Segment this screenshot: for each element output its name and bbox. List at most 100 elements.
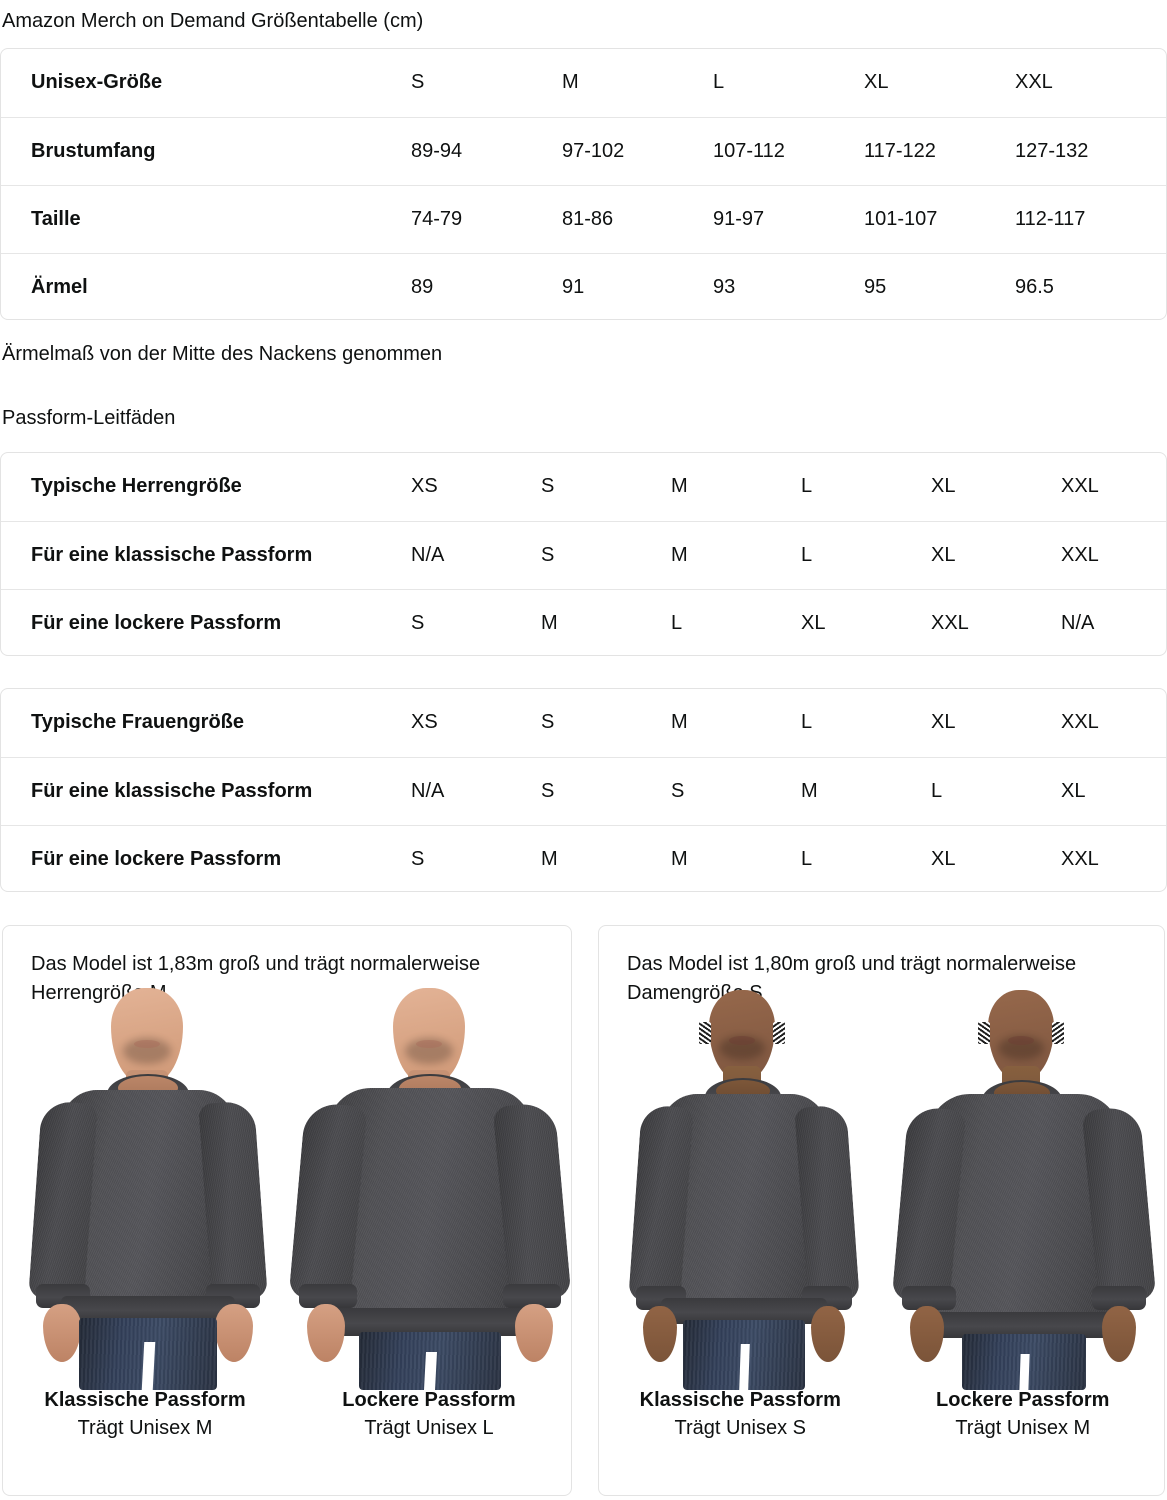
women-model-note: Das Model ist 1,80m groß und trägt norma… bbox=[627, 953, 1077, 1004]
cell: L bbox=[931, 756, 1061, 825]
male-figure-loose bbox=[287, 988, 571, 1390]
cell: XL bbox=[931, 824, 1061, 891]
model-head bbox=[709, 990, 775, 1080]
cell: 91-97 bbox=[713, 184, 864, 253]
men-classic-fit-caption: Klassische Passform Trägt Unisex M bbox=[3, 1387, 287, 1443]
male-figure-classic bbox=[3, 988, 287, 1390]
row-label: Typische Herrengröße bbox=[31, 475, 242, 498]
women-figures bbox=[599, 990, 1165, 1390]
cell: L bbox=[801, 824, 931, 891]
cell: XL bbox=[801, 588, 931, 655]
cell: N/A bbox=[411, 756, 541, 825]
cell: XS bbox=[411, 711, 438, 734]
measurement-table: Unisex-Größe S M L XL XXL Brustumfang 89… bbox=[1, 49, 1166, 319]
table-row: Ärmel 89 91 93 95 96.5 bbox=[1, 252, 1166, 319]
fit-name: Lockere Passform bbox=[342, 1389, 516, 1411]
cell: N/A bbox=[411, 520, 541, 589]
model-hand-left bbox=[307, 1304, 345, 1362]
cell: XL bbox=[1061, 756, 1166, 825]
cell: M bbox=[801, 756, 931, 825]
cell: XL bbox=[931, 475, 956, 498]
model-hand-right bbox=[811, 1306, 845, 1362]
earring-right-icon bbox=[773, 1022, 785, 1044]
cell: M bbox=[671, 711, 688, 734]
jeans-leg-gap bbox=[739, 1344, 750, 1390]
cell: L bbox=[801, 520, 931, 589]
women-fit-table: Typische Frauengröße XS S M L XL XXL Für… bbox=[1, 689, 1166, 891]
fit-wears: Trägt Unisex M bbox=[77, 1417, 213, 1439]
cell: XL bbox=[931, 711, 956, 734]
cell: 89 bbox=[411, 252, 562, 319]
table-row: Typische Herrengröße XS S M L XL XXL bbox=[1, 453, 1166, 521]
jeans-leg-gap bbox=[1018, 1354, 1030, 1390]
men-loose-fit-caption: Lockere Passform Trägt Unisex L bbox=[287, 1387, 571, 1443]
table-row: Für eine lockere Passform S M L XL XXL N… bbox=[1, 588, 1166, 655]
lips bbox=[416, 1040, 442, 1048]
cell: L bbox=[713, 71, 725, 94]
row-label: Ärmel bbox=[1, 252, 411, 319]
lips bbox=[134, 1040, 160, 1048]
female-figure-loose bbox=[882, 990, 1165, 1390]
fit-wears: Trägt Unisex M bbox=[955, 1417, 1091, 1439]
table-row: Für eine klassische Passform N/A S M L X… bbox=[1, 520, 1166, 589]
male-model-classic-fit bbox=[3, 988, 287, 1390]
cell: XXL bbox=[931, 588, 1061, 655]
cell: 93 bbox=[713, 252, 864, 319]
women-classic-fit-caption: Klassische Passform Trägt Unisex S bbox=[599, 1387, 882, 1443]
cell: 101-107 bbox=[864, 184, 1015, 253]
model-head bbox=[111, 988, 183, 1084]
table-row: Brustumfang 89-94 97-102 107-112 117-122… bbox=[1, 116, 1166, 185]
cell: XXL bbox=[1015, 71, 1053, 94]
cell: 107-112 bbox=[713, 116, 864, 185]
fit-name: Lockere Passform bbox=[936, 1389, 1110, 1411]
cell: M bbox=[671, 824, 801, 891]
earring-right-icon bbox=[1051, 1022, 1064, 1044]
fit-guides-heading: Passform-Leitfäden bbox=[2, 407, 176, 429]
table-row: Typische Frauengröße XS S M L XL XXL bbox=[1, 689, 1166, 757]
cell: L bbox=[671, 588, 801, 655]
model-hand-right bbox=[215, 1304, 253, 1362]
cell: S bbox=[411, 824, 541, 891]
cell: S bbox=[411, 588, 541, 655]
female-figure-classic bbox=[599, 990, 882, 1390]
fit-name: Klassische Passform bbox=[44, 1389, 246, 1411]
cell: XL bbox=[864, 71, 889, 94]
cell: 91 bbox=[562, 252, 713, 319]
women-loose-fit-caption: Lockere Passform Trägt Unisex M bbox=[882, 1387, 1165, 1443]
cell: 89-94 bbox=[411, 116, 562, 185]
model-hand-right bbox=[515, 1304, 553, 1362]
measurement-table-card: Unisex-Größe S M L XL XXL Brustumfang 89… bbox=[0, 48, 1167, 320]
men-model-card: Das Model ist 1,83m groß und trägt norma… bbox=[2, 925, 572, 1496]
model-hand-left bbox=[909, 1306, 944, 1362]
table-row: Für eine klassische Passform N/A S S M L… bbox=[1, 756, 1166, 825]
earring-left-icon bbox=[699, 1022, 711, 1044]
row-label: Für eine klassische Passform bbox=[1, 520, 411, 589]
sweatshirt-hem bbox=[61, 1296, 235, 1322]
table-row: Taille 74-79 81-86 91-97 101-107 112-117 bbox=[1, 184, 1166, 253]
model-hand-right bbox=[1101, 1306, 1136, 1362]
sweatshirt-hem bbox=[327, 1308, 533, 1336]
fit-wears: Trägt Unisex L bbox=[364, 1417, 494, 1439]
row-label: Für eine lockere Passform bbox=[1, 588, 411, 655]
men-fit-table: Typische Herrengröße XS S M L XL XXL Für… bbox=[1, 453, 1166, 655]
cell: XL bbox=[931, 520, 1061, 589]
cell: S bbox=[671, 756, 801, 825]
row-label: Für eine klassische Passform bbox=[1, 756, 411, 825]
row-label: Für eine lockere Passform bbox=[1, 824, 411, 891]
row-label: Unisex-Größe bbox=[31, 71, 163, 94]
table-row: Unisex-Größe S M L XL XXL bbox=[1, 49, 1166, 117]
model-hand-left bbox=[43, 1304, 81, 1362]
jeans-leg-gap bbox=[424, 1352, 437, 1390]
lips bbox=[729, 1036, 755, 1045]
cell: XXL bbox=[1061, 520, 1166, 589]
cell: N/A bbox=[1061, 588, 1166, 655]
men-model-note: Das Model ist 1,83m groß und trägt norma… bbox=[31, 953, 481, 1004]
cell: M bbox=[541, 588, 671, 655]
women-fit-labels: Klassische Passform Trägt Unisex S Locke… bbox=[599, 1387, 1164, 1443]
women-model-card: Das Model ist 1,80m groß und trägt norma… bbox=[598, 925, 1165, 1496]
men-figures bbox=[3, 988, 571, 1390]
male-model-loose-fit bbox=[287, 988, 571, 1390]
cell: 96.5 bbox=[1015, 252, 1166, 319]
sleeve-measurement-note: Ärmelmaß von der Mitte des Nackens genom… bbox=[2, 343, 443, 365]
cell: 127-132 bbox=[1015, 116, 1166, 185]
